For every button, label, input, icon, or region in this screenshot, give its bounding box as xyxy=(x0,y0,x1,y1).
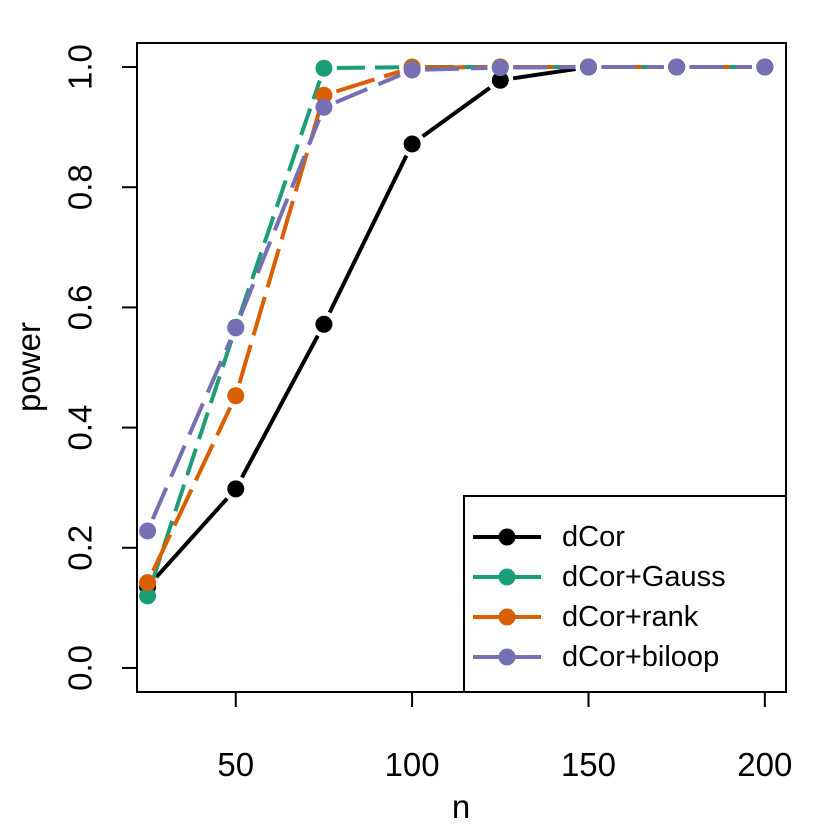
legend-label: dCor+rank xyxy=(562,601,699,633)
series-segment xyxy=(237,107,323,384)
data-point xyxy=(491,71,509,89)
x-axis-label: n xyxy=(452,788,470,825)
x-tick-label: 150 xyxy=(561,746,616,783)
y-tick-label: 0.4 xyxy=(62,405,99,451)
series-segment xyxy=(240,334,320,479)
legend-box xyxy=(463,495,787,693)
series-segment xyxy=(335,73,401,105)
y-tick-label: 0.2 xyxy=(62,525,99,571)
series-segment xyxy=(335,69,401,94)
data-point xyxy=(491,59,509,77)
data-point xyxy=(403,135,421,153)
data-point xyxy=(668,58,686,76)
series-segment xyxy=(151,406,233,572)
data-point xyxy=(315,315,333,333)
series-segment xyxy=(327,154,409,314)
data-point xyxy=(227,319,245,337)
data-point xyxy=(139,574,157,592)
legend-item-dcor-gauss: dCor+Gauss xyxy=(473,561,726,593)
data-point xyxy=(579,58,597,76)
series-dcor-biloop xyxy=(139,58,774,540)
series-segment xyxy=(425,65,488,72)
legend-label: dCor xyxy=(562,521,625,553)
data-point xyxy=(403,61,421,79)
series-segment xyxy=(421,86,491,138)
data-point xyxy=(227,480,245,498)
y-tick-label: 0.8 xyxy=(62,164,99,210)
legend-label: dCor+Gauss xyxy=(562,561,726,593)
legend-marker xyxy=(498,528,516,546)
y-tick-label: 0.6 xyxy=(62,284,99,330)
legend-marker xyxy=(498,608,516,626)
legend-marker xyxy=(498,648,516,666)
data-point xyxy=(315,86,333,104)
data-point xyxy=(139,522,157,540)
series-segment xyxy=(336,65,400,71)
series-segment xyxy=(154,497,229,579)
data-point xyxy=(227,387,245,405)
x-tick-label: 50 xyxy=(217,746,254,783)
data-point xyxy=(756,58,774,76)
series-layer xyxy=(139,58,774,605)
legend-marker xyxy=(498,568,516,586)
legend-item-dcor: dCor xyxy=(473,521,625,553)
series-segment xyxy=(238,118,321,317)
legend: dCor dCor+Gauss dCor+rank dCor+biloop xyxy=(463,495,787,693)
legend-item-dcor-biloop: dCor+biloop xyxy=(473,641,719,673)
x-tick-label: 100 xyxy=(385,746,440,783)
legend-item-dcor-rank: dCor+rank xyxy=(473,601,699,633)
y-tick-label: 0.0 xyxy=(62,645,99,691)
y-axis-label: power xyxy=(10,322,47,412)
series-segment xyxy=(512,66,576,81)
data-point xyxy=(315,59,333,77)
data-point xyxy=(139,587,157,605)
series-segment xyxy=(150,338,233,520)
series-segment xyxy=(238,79,322,316)
legend-label: dCor+biloop xyxy=(562,641,719,673)
x-tick-label: 200 xyxy=(737,746,792,783)
y-tick-label: 1.0 xyxy=(62,44,99,90)
data-point xyxy=(315,98,333,116)
